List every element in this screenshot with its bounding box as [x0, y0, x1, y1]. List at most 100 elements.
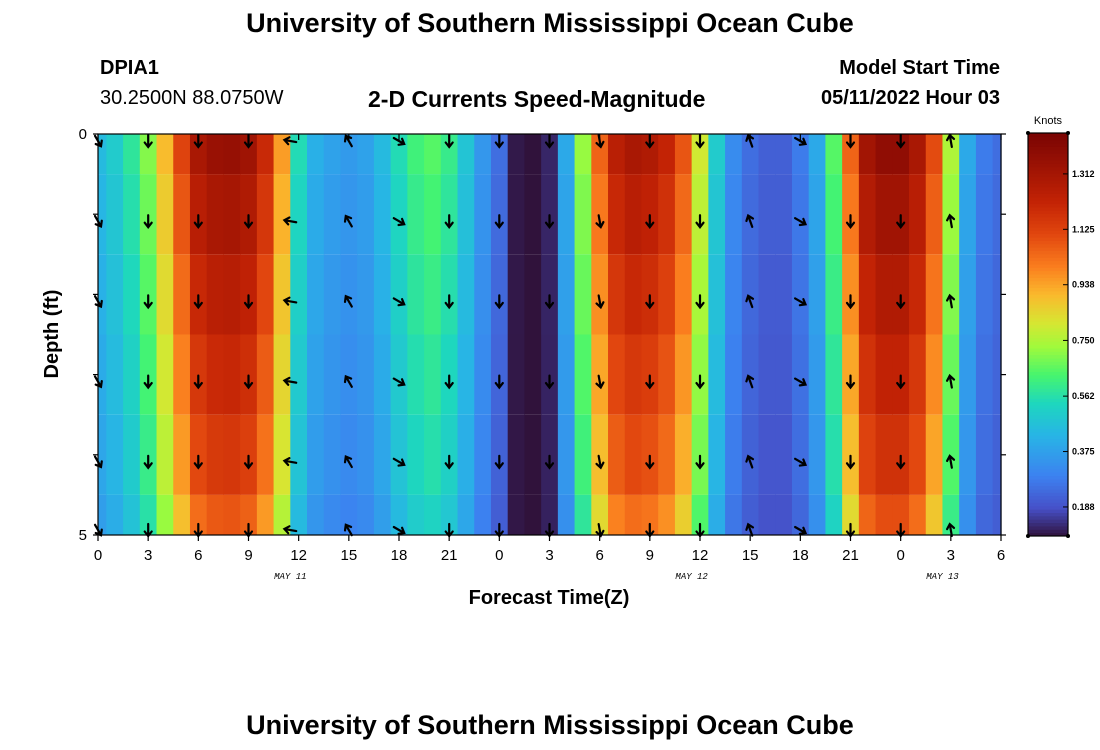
current-vector-arrow — [595, 294, 605, 310]
heatmap-cell — [942, 254, 960, 335]
heatmap-cell — [942, 334, 960, 415]
current-vector-arrow — [143, 214, 153, 229]
x-tick-label: 0 — [896, 547, 904, 564]
current-vector-arrow — [896, 214, 906, 229]
heatmap-cell — [574, 134, 592, 175]
heatmap-cell — [474, 174, 492, 255]
current-vector-arrow — [282, 376, 298, 386]
heatmap-cell — [825, 414, 843, 495]
heatmap-cell — [708, 334, 726, 415]
heatmap-cell — [591, 254, 609, 335]
heatmap-cell — [791, 174, 810, 255]
x-tick-label: 0 — [94, 547, 102, 564]
heatmap-cell — [758, 134, 776, 175]
colorbar-corner-dot — [1026, 534, 1030, 538]
heatmap-cell — [975, 494, 994, 535]
heatmap-cell — [223, 334, 241, 415]
colorbar-step — [1028, 509, 1068, 513]
colorbar-step — [1028, 408, 1068, 413]
current-vector-arrow — [794, 297, 808, 307]
current-vector-arrow — [193, 374, 203, 390]
current-vector-arrow — [392, 377, 406, 387]
colorbar-tick-label: 0.938 — [1072, 280, 1095, 290]
current-vector-arrow — [845, 454, 856, 470]
heatmap-cell — [674, 254, 693, 335]
heatmap-cell — [758, 254, 776, 335]
colorbar-step — [1028, 381, 1068, 386]
colorbar-step — [1028, 180, 1068, 184]
colorbar-step — [1028, 196, 1068, 201]
heatmap-cell — [273, 414, 291, 495]
heatmap-cell — [775, 334, 793, 415]
heatmap-cell — [357, 174, 375, 255]
heatmap-cell — [290, 334, 308, 415]
current-vector-arrow — [945, 454, 956, 469]
heatmap-cell — [741, 414, 760, 495]
current-vector-arrow — [595, 374, 605, 390]
colorbar-step — [1028, 468, 1068, 473]
heatmap-cell — [808, 254, 827, 335]
heatmap-cell — [658, 174, 676, 255]
heatmap-cell — [624, 174, 643, 255]
colorbar-step — [1028, 233, 1068, 238]
heatmap-cell — [98, 494, 107, 535]
date-labels: MAY 11 MAY 12 MAY 13 — [274, 572, 959, 582]
station-coords: 30.2500N 88.0750W — [100, 87, 284, 109]
heatmap-cell — [123, 334, 141, 415]
heatmap-cell — [123, 174, 141, 255]
colorbar-step — [1028, 431, 1068, 436]
heatmap-cell — [741, 334, 760, 415]
heatmap-cell — [992, 174, 1002, 255]
colorbar-step — [1028, 458, 1068, 463]
colorbar-step — [1028, 310, 1068, 315]
current-vector-arrow — [945, 213, 956, 229]
heatmap-cell — [273, 254, 291, 335]
x-tick-label: 6 — [194, 547, 202, 564]
current-vector-arrow — [544, 454, 555, 470]
heatmap-cell — [524, 414, 542, 495]
heatmap-cell — [474, 134, 492, 175]
heatmap-cell — [825, 254, 843, 335]
colorbar-step — [1028, 405, 1068, 409]
heatmap-cell — [407, 414, 425, 495]
heatmap-cell — [959, 414, 977, 495]
heatmap-cell — [206, 174, 225, 255]
heatmap-cell — [106, 134, 124, 175]
current-vector-arrow — [845, 294, 856, 310]
colorbar-step — [1028, 488, 1068, 493]
heatmap-cell — [357, 334, 375, 415]
colorbar-step — [1028, 492, 1068, 497]
heatmap-cell — [139, 494, 158, 535]
colorbar-step — [1028, 240, 1068, 245]
colorbar-step — [1028, 287, 1068, 292]
current-vector-arrow — [945, 522, 956, 538]
heatmap-cell — [457, 254, 475, 335]
heatmap-cell — [323, 334, 342, 415]
current-vector-arrow — [695, 214, 705, 229]
x-axis-title: Forecast Time(Z) — [469, 587, 630, 609]
heatmap-cell — [825, 494, 843, 535]
heatmap-cell — [942, 134, 960, 175]
current-vector-arrow — [444, 214, 454, 229]
heatmap-cell — [106, 174, 124, 255]
heatmap-cell — [290, 254, 308, 335]
heatmap-cell — [608, 254, 626, 335]
colorbar-corner-dot — [1026, 131, 1030, 135]
current-vector-arrow — [494, 374, 504, 390]
heatmap-cell — [591, 174, 609, 255]
current-vector-arrow — [392, 525, 406, 535]
current-vector-arrow — [444, 374, 454, 390]
current-vector-arrow — [645, 374, 655, 390]
heatmap-cell — [98, 134, 107, 175]
colorbar-step — [1028, 156, 1068, 161]
heatmap-cell — [791, 494, 810, 535]
heatmap-cell — [457, 334, 475, 415]
heatmap-cell — [909, 414, 927, 495]
heatmap-cell — [992, 134, 1002, 175]
heatmap-cell — [758, 334, 776, 415]
current-vector-arrow — [243, 374, 254, 390]
colorbar-step — [1028, 505, 1068, 510]
heatmap-cell — [674, 134, 693, 175]
colorbar-step — [1028, 176, 1068, 181]
heatmap-cell — [591, 134, 609, 175]
